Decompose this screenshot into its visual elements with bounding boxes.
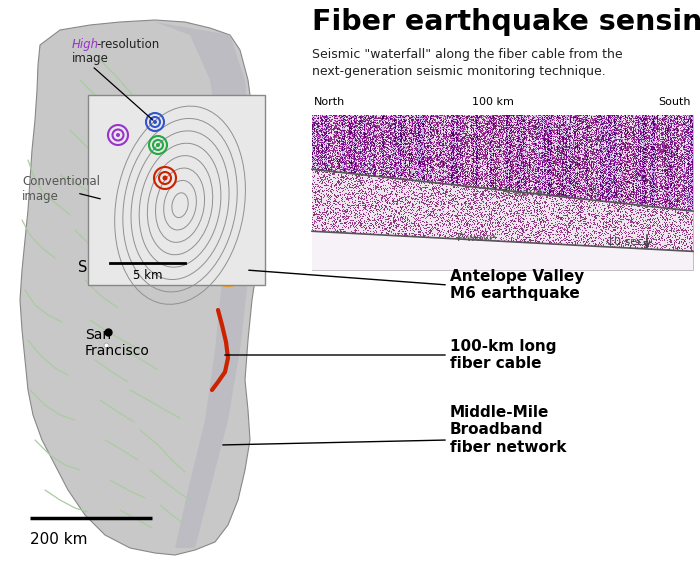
Text: High: High: [72, 38, 99, 51]
Text: Antelope Valley
M6 earthquake: Antelope Valley M6 earthquake: [450, 269, 584, 301]
Text: Seismic "waterfall" along the fiber cable from the
next-generation seismic monit: Seismic "waterfall" along the fiber cabl…: [312, 48, 622, 78]
Text: North: North: [314, 97, 345, 107]
Circle shape: [116, 133, 120, 137]
Polygon shape: [20, 20, 260, 555]
Text: Fiber earthquake sensing: Fiber earthquake sensing: [312, 8, 700, 36]
Text: Middle-Mile
Broadband
fiber network: Middle-Mile Broadband fiber network: [450, 405, 566, 455]
Text: San
Francisco: San Francisco: [85, 328, 150, 358]
Text: 200 km: 200 km: [30, 532, 88, 547]
Bar: [88, 95, 265, 285]
Text: -resolution: -resolution: [96, 38, 160, 51]
Bar: [312, 115, 693, 270]
Text: 10 sec: 10 sec: [607, 237, 643, 247]
Text: 100 km: 100 km: [472, 97, 514, 107]
Text: Conventional
image: Conventional image: [22, 175, 100, 203]
Text: image: image: [72, 52, 109, 65]
Circle shape: [153, 120, 157, 124]
Text: P-wave: P-wave: [457, 233, 497, 243]
Text: Sacramento: Sacramento: [78, 260, 167, 276]
Text: 100-km long
fiber cable: 100-km long fiber cable: [450, 339, 556, 371]
Text: South: South: [659, 97, 691, 107]
Circle shape: [156, 143, 160, 147]
Circle shape: [162, 176, 167, 180]
Text: 5 km: 5 km: [133, 269, 162, 282]
Polygon shape: [155, 22, 252, 548]
Circle shape: [223, 265, 233, 275]
Text: S-wave: S-wave: [503, 188, 543, 198]
